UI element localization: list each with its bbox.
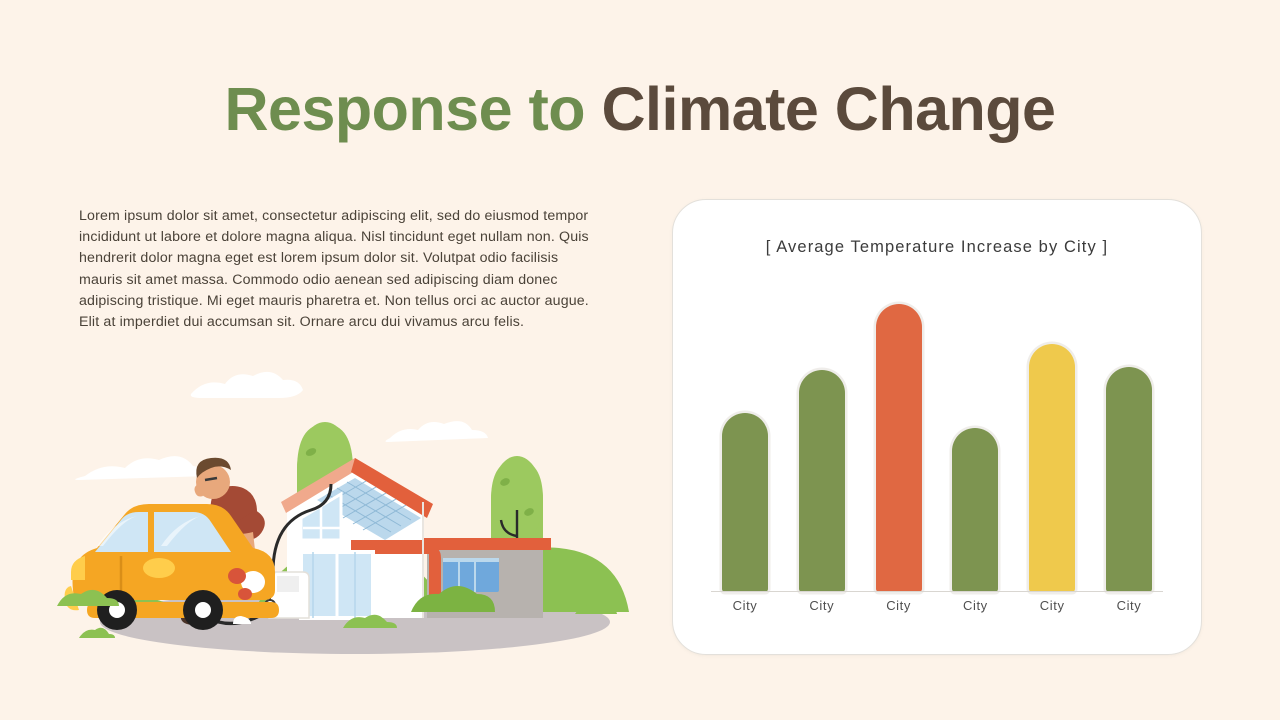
x-axis-label: City xyxy=(1116,598,1142,613)
bar-slot xyxy=(1105,292,1152,592)
page-title: Response to Climate Change xyxy=(0,74,1280,144)
bar-slot xyxy=(1029,292,1076,592)
chart-bar[interactable] xyxy=(1105,367,1152,592)
illustration-svg xyxy=(57,371,629,654)
chart-bar[interactable] xyxy=(798,369,845,592)
x-axis-label: City xyxy=(962,598,988,613)
bar-slot xyxy=(952,292,999,592)
page-title-part-green: Response to xyxy=(224,75,602,143)
bar-slot xyxy=(722,292,768,592)
x-axis-line xyxy=(711,591,1163,592)
bar-slot xyxy=(875,292,922,592)
chart-bar[interactable] xyxy=(722,413,768,592)
clouds-group xyxy=(75,371,488,480)
x-axis-label: City xyxy=(732,598,758,613)
bushes xyxy=(57,586,617,638)
chart-bar[interactable] xyxy=(1029,343,1076,592)
page-title-part-brown: Climate Change xyxy=(601,75,1057,143)
chart-bar[interactable] xyxy=(875,303,922,592)
chart-card: [ Average Temperature Increase by City ]… xyxy=(672,199,1202,655)
x-axis-label: City xyxy=(1039,598,1065,613)
x-axis-label: City xyxy=(886,598,911,613)
x-axis-tick-labels: City City City City City City xyxy=(701,598,1173,613)
chart-title: [ Average Temperature Increase by City ] xyxy=(765,238,1109,256)
chart-bar[interactable] xyxy=(952,427,999,592)
electric-car-charging-illustration xyxy=(55,360,655,660)
body-paragraph: Lorem ipsum dolor sit amet, consectetur … xyxy=(79,208,589,331)
bar-series xyxy=(701,292,1173,592)
bar-slot xyxy=(798,292,845,592)
house xyxy=(281,458,441,620)
chart-plot-area xyxy=(701,282,1173,592)
x-axis-label: City xyxy=(809,598,835,613)
